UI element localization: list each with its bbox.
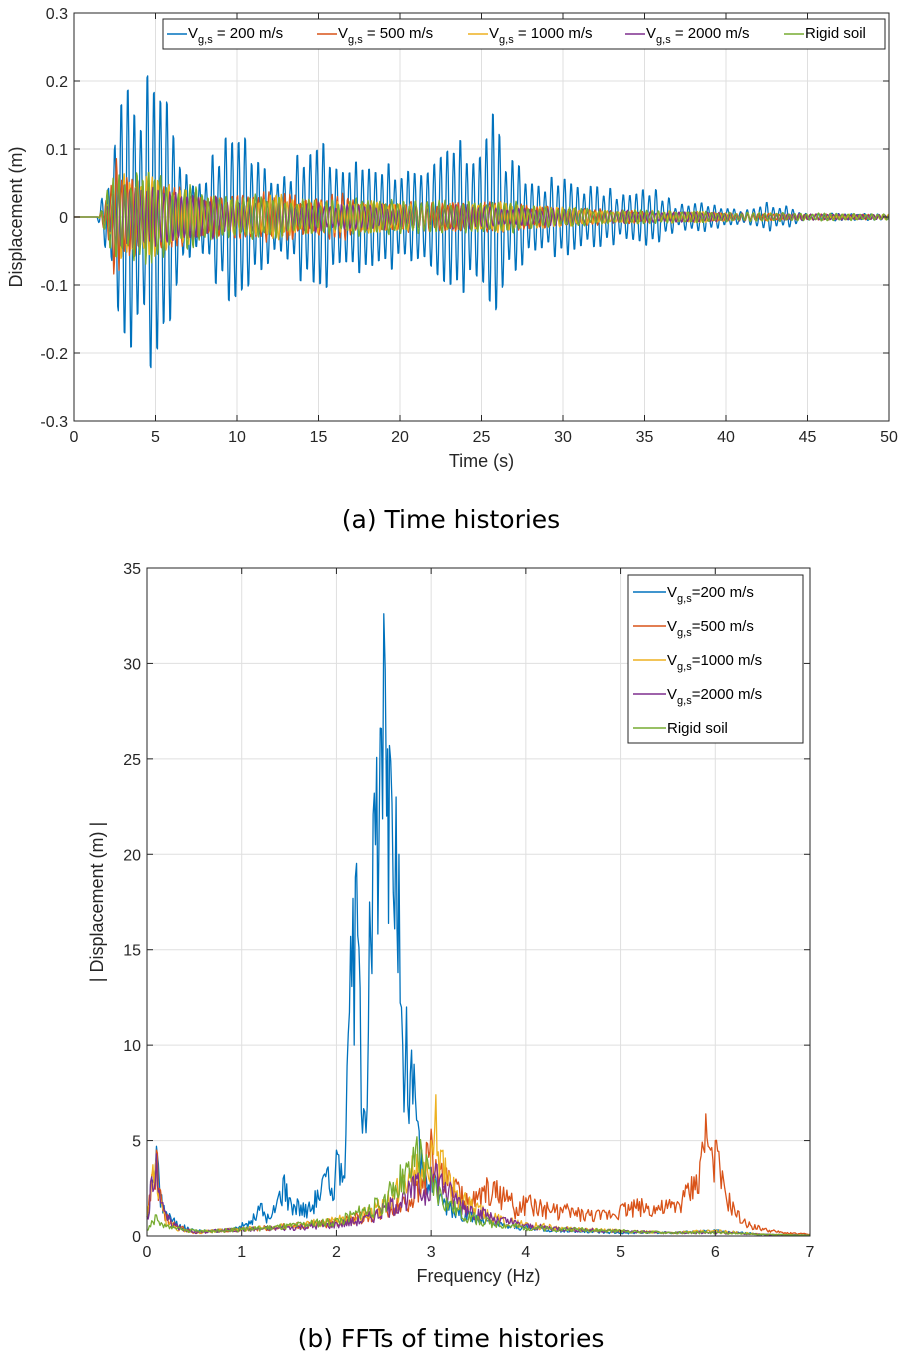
x-tick-label: 1 (237, 1244, 246, 1261)
chart-b-ffts: 0 1 2 3 4 5 6 7 0 5 10 15 20 25 30 35 Frequency (Hz) | Di… (87, 561, 815, 1286)
x-tick-label: 25 (473, 429, 491, 446)
y-tick-label: -0.3 (40, 414, 68, 431)
y-tick-label: 25 (123, 752, 141, 769)
y-tick-label: 5 (132, 1134, 141, 1151)
x-axis-label: Frequency (Hz) (416, 1266, 540, 1286)
y-tick-label: -0.1 (40, 278, 68, 295)
ticks: 0 1 2 3 4 5 6 7 0 5 10 15 20 25 30 35 (123, 561, 814, 1261)
series-line-rigid (146, 1136, 811, 1236)
legend-label: Vg,s = 2000 m/s (646, 25, 750, 46)
legend-label: Vg,s=2000 m/s (667, 686, 762, 707)
x-tick-label: 0 (70, 429, 79, 446)
series-lines (146, 613, 811, 1237)
x-tick-label: 3 (427, 1244, 436, 1261)
x-tick-label: 20 (391, 429, 409, 446)
legend-box (162, 18, 886, 50)
x-tick-label: 5 (151, 429, 160, 446)
legend-label: Vg,s = 200 m/s (188, 25, 283, 46)
caption-b: (b) FFTs of time histories (298, 1324, 605, 1353)
y-tick-label: 0.1 (46, 142, 68, 159)
x-tick-label: 4 (521, 1244, 530, 1261)
x-tick-label: 2 (332, 1244, 341, 1261)
legend-label: Vg,s=200 m/s (667, 584, 754, 605)
x-tick-label: 0 (143, 1244, 152, 1261)
x-tick-label: 5 (616, 1244, 625, 1261)
x-tick-label: 7 (806, 1244, 815, 1261)
y-axis-label: | Displacement (m) | (87, 822, 107, 982)
chart-a-time-histories: 0 5 10 15 20 25 30 35 40 45 50 -0.3 -0.2 -0.1 0 0.1 0.2 0… (6, 6, 898, 471)
x-tick-label: 10 (228, 429, 246, 446)
series-lines (74, 75, 890, 369)
series-line-rigid (74, 171, 890, 265)
legend-label: Vg,s=500 m/s (667, 618, 754, 639)
x-axis-label: Time (s) (449, 451, 514, 471)
y-tick-label: 0.2 (46, 74, 68, 91)
legend-label: Vg,s = 500 m/s (338, 25, 433, 46)
x-tick-label: 6 (711, 1244, 720, 1261)
y-tick-label: 20 (123, 847, 141, 864)
legend: Vg,s = 200 m/s Vg,s = 500 m/s Vg,s = 1000 … (162, 18, 886, 50)
y-tick-label: 30 (123, 656, 141, 673)
x-tick-label: 50 (880, 429, 898, 446)
y-tick-label: 0 (59, 210, 68, 227)
x-tick-label: 15 (310, 429, 328, 446)
x-tick-label: 45 (799, 429, 817, 446)
y-tick-label: 15 (123, 943, 141, 960)
axes-frame (146, 567, 811, 1237)
x-tick-label: 40 (717, 429, 735, 446)
y-tick-label: -0.2 (40, 346, 68, 363)
legend-box (627, 574, 804, 744)
legend: Vg,s=200 m/s Vg,s=500 m/s Vg,s=1000 m/s Vg,… (627, 574, 804, 744)
y-tick-label: 10 (123, 1038, 141, 1055)
x-tick-label: 35 (636, 429, 654, 446)
y-tick-label: 35 (123, 561, 141, 578)
legend-label: Vg,s=1000 m/s (667, 652, 762, 673)
legend-label: Vg,s = 1000 m/s (489, 25, 593, 46)
x-tick-label: 30 (554, 429, 572, 446)
legend-label: Rigid soil (805, 25, 866, 42)
y-axis-label: Displacement (m) (6, 146, 26, 287)
series-line-s2000 (146, 1153, 811, 1237)
y-tick-label: 0.3 (46, 6, 68, 23)
caption-a: (a) Time histories (342, 505, 560, 534)
y-tick-label: 0 (132, 1229, 141, 1246)
legend-label: Rigid soil (667, 720, 728, 737)
ticks: 0 5 10 15 20 25 30 35 40 45 50 -0.3 -0.2 -0.1 0 0.1 0.2 0… (40, 6, 898, 446)
